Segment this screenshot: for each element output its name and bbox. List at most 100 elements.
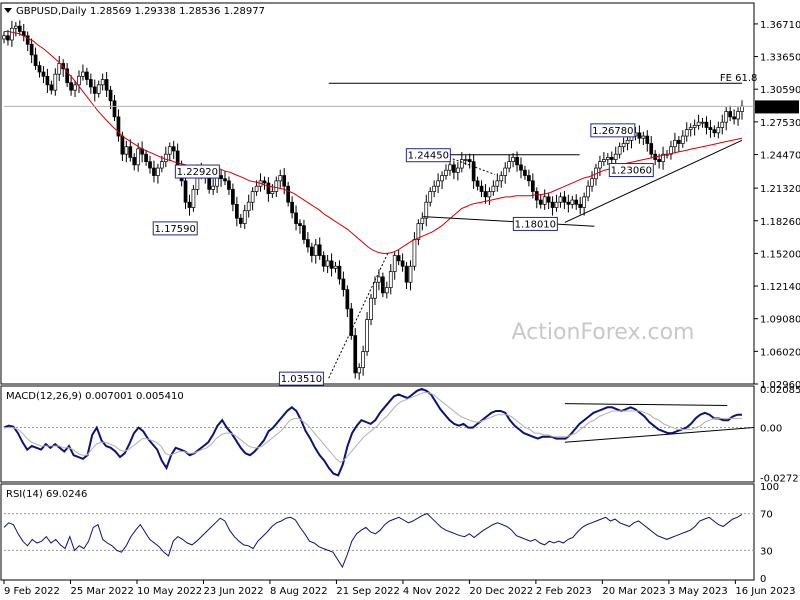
x-tick-label: 4 Nov 2022 [403, 586, 461, 597]
candle-body [274, 180, 279, 192]
price-annotation-box [278, 371, 324, 386]
candle-body [61, 63, 66, 70]
candle-body [377, 276, 381, 283]
candle-body [128, 146, 133, 158]
candle-body [290, 201, 294, 214]
candle-body [625, 139, 630, 144]
candle-body [566, 201, 571, 205]
candle-body [605, 157, 610, 160]
candle-body [306, 239, 310, 248]
candle-body [286, 185, 290, 203]
current-price-box [755, 100, 799, 114]
candle-body [463, 159, 468, 161]
candle-body [29, 43, 34, 56]
candle-body [700, 121, 705, 124]
candle-body [337, 265, 342, 280]
candle-body [586, 185, 590, 198]
candle-body [420, 217, 425, 224]
candle-body [242, 210, 247, 224]
candle-body [448, 164, 452, 171]
candle-body [708, 127, 713, 130]
candle-body [416, 223, 421, 240]
candle-body [73, 84, 77, 91]
watermark: ActionForex.com [512, 320, 695, 345]
candle-body [37, 65, 42, 73]
candle-body [440, 175, 444, 182]
candle-body [341, 278, 346, 291]
x-tick-label: 25 Mar 2022 [70, 586, 133, 597]
candle-body [282, 175, 287, 187]
candle-body [33, 54, 38, 66]
candle-body [645, 135, 650, 144]
candle-body [704, 121, 709, 128]
y-tick-label: 1.36710 [760, 20, 800, 31]
candle-body [211, 185, 216, 190]
candle-body [692, 125, 697, 128]
candle-body [554, 201, 559, 208]
x-tick-label: 20 Dec 2022 [469, 586, 533, 597]
candle-body [104, 79, 109, 91]
candle-body [641, 135, 646, 139]
candle-body [298, 223, 302, 227]
candle-body [503, 167, 508, 176]
candle-body [404, 265, 409, 283]
candle-body [92, 86, 97, 94]
candle-body [321, 255, 326, 267]
candle-body [487, 191, 492, 198]
candle-body [475, 180, 480, 187]
candle-body [278, 175, 283, 182]
candle-body [519, 164, 523, 171]
price-annotation-label: 1.22920 [177, 167, 218, 178]
candle-body [582, 196, 586, 208]
candle-body [317, 244, 322, 256]
candle-body [428, 191, 433, 203]
candle-body [716, 127, 721, 134]
candle-body [436, 180, 440, 187]
candle-body [65, 68, 69, 84]
candle-body [452, 164, 456, 173]
candle-body [669, 146, 673, 155]
x-tick-label: 10 May 2022 [137, 586, 202, 597]
candle-body [246, 201, 251, 212]
macd-panel [3, 387, 755, 477]
candle-body [309, 246, 314, 256]
triangle-lower-line [423, 216, 595, 227]
candle-body [649, 143, 654, 155]
price-annotation-box [174, 164, 220, 179]
candle-body [57, 63, 62, 75]
candle-body [495, 180, 500, 187]
price-annotation-label: 1.24450 [408, 151, 449, 162]
candle-body [369, 297, 373, 320]
macd-y-tick-label: 0.020858 [760, 385, 800, 396]
candle-body [250, 191, 255, 203]
candle-body [530, 180, 535, 192]
candle-body [88, 79, 93, 88]
candle-body [527, 175, 531, 182]
candle-body [732, 116, 736, 120]
candle-body [688, 127, 693, 130]
candle-body [227, 180, 231, 190]
candle-body [294, 212, 298, 224]
candle-body [507, 161, 512, 169]
candle-body [471, 161, 476, 182]
rsi-y-tick-label: 70 [760, 510, 773, 521]
candle-body [456, 167, 460, 173]
price-annotation-box [590, 123, 636, 138]
candle-body [499, 175, 504, 182]
candle-body [562, 196, 567, 203]
candle-body [262, 180, 267, 184]
candle-body [677, 139, 681, 144]
candle-body [25, 35, 30, 45]
candle-body [219, 175, 223, 180]
candle-body [384, 287, 389, 294]
candle-body [187, 201, 192, 208]
candle-body [231, 189, 235, 205]
dropdown-arrow-icon [4, 8, 12, 13]
candle-body [148, 161, 152, 169]
candle-body [2, 35, 6, 40]
candle-body [550, 201, 555, 208]
macd-upper-trend-line [564, 403, 728, 406]
candle-body [392, 255, 397, 272]
candle-body [10, 27, 14, 41]
